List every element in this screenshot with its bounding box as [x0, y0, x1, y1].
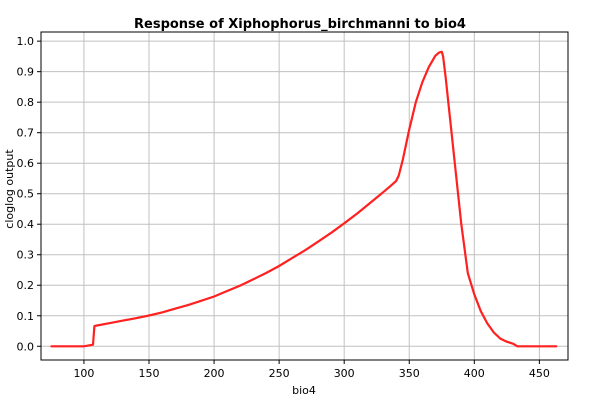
x-tick-label: 300: [334, 367, 355, 380]
y-tick-label: 0.7: [17, 127, 35, 140]
y-tick-label: 0.2: [17, 279, 35, 292]
x-tick-label: 250: [269, 367, 290, 380]
grid-lines: [41, 32, 568, 360]
y-tick-label: 0.3: [17, 249, 35, 262]
y-axis-label: cloglog output: [3, 149, 16, 229]
x-tick-label: 200: [204, 367, 225, 380]
plot-frame: [40, 31, 569, 361]
chart-title: Response of Xiphophorus_birchmanni to bi…: [134, 17, 466, 32]
y-tick-label: 0.5: [17, 188, 35, 201]
y-tick-label: 0.9: [17, 66, 35, 79]
x-tick-label: 400: [464, 367, 485, 380]
tick-labels: 100 150 200 250 300 350 400 450 0.0 0.1 0.2 0.3 0.4 0…: [17, 35, 550, 380]
x-tick-label: 100: [73, 367, 94, 380]
y-tick-label: 0.6: [17, 157, 35, 170]
x-tick-label: 150: [139, 367, 160, 380]
y-tick-label: 0.4: [17, 218, 35, 231]
x-tick-label: 350: [399, 367, 420, 380]
series-layer: [50, 50, 558, 348]
response-curve: [50, 50, 558, 348]
x-tick-label: 450: [529, 367, 550, 380]
y-tick-label: 0.1: [17, 310, 35, 323]
y-tick-label: 0.8: [17, 96, 35, 109]
x-axis-label: bio4: [292, 384, 316, 397]
y-tick-label: 1.0: [17, 35, 35, 48]
y-tick-label: 0.0: [17, 340, 35, 353]
